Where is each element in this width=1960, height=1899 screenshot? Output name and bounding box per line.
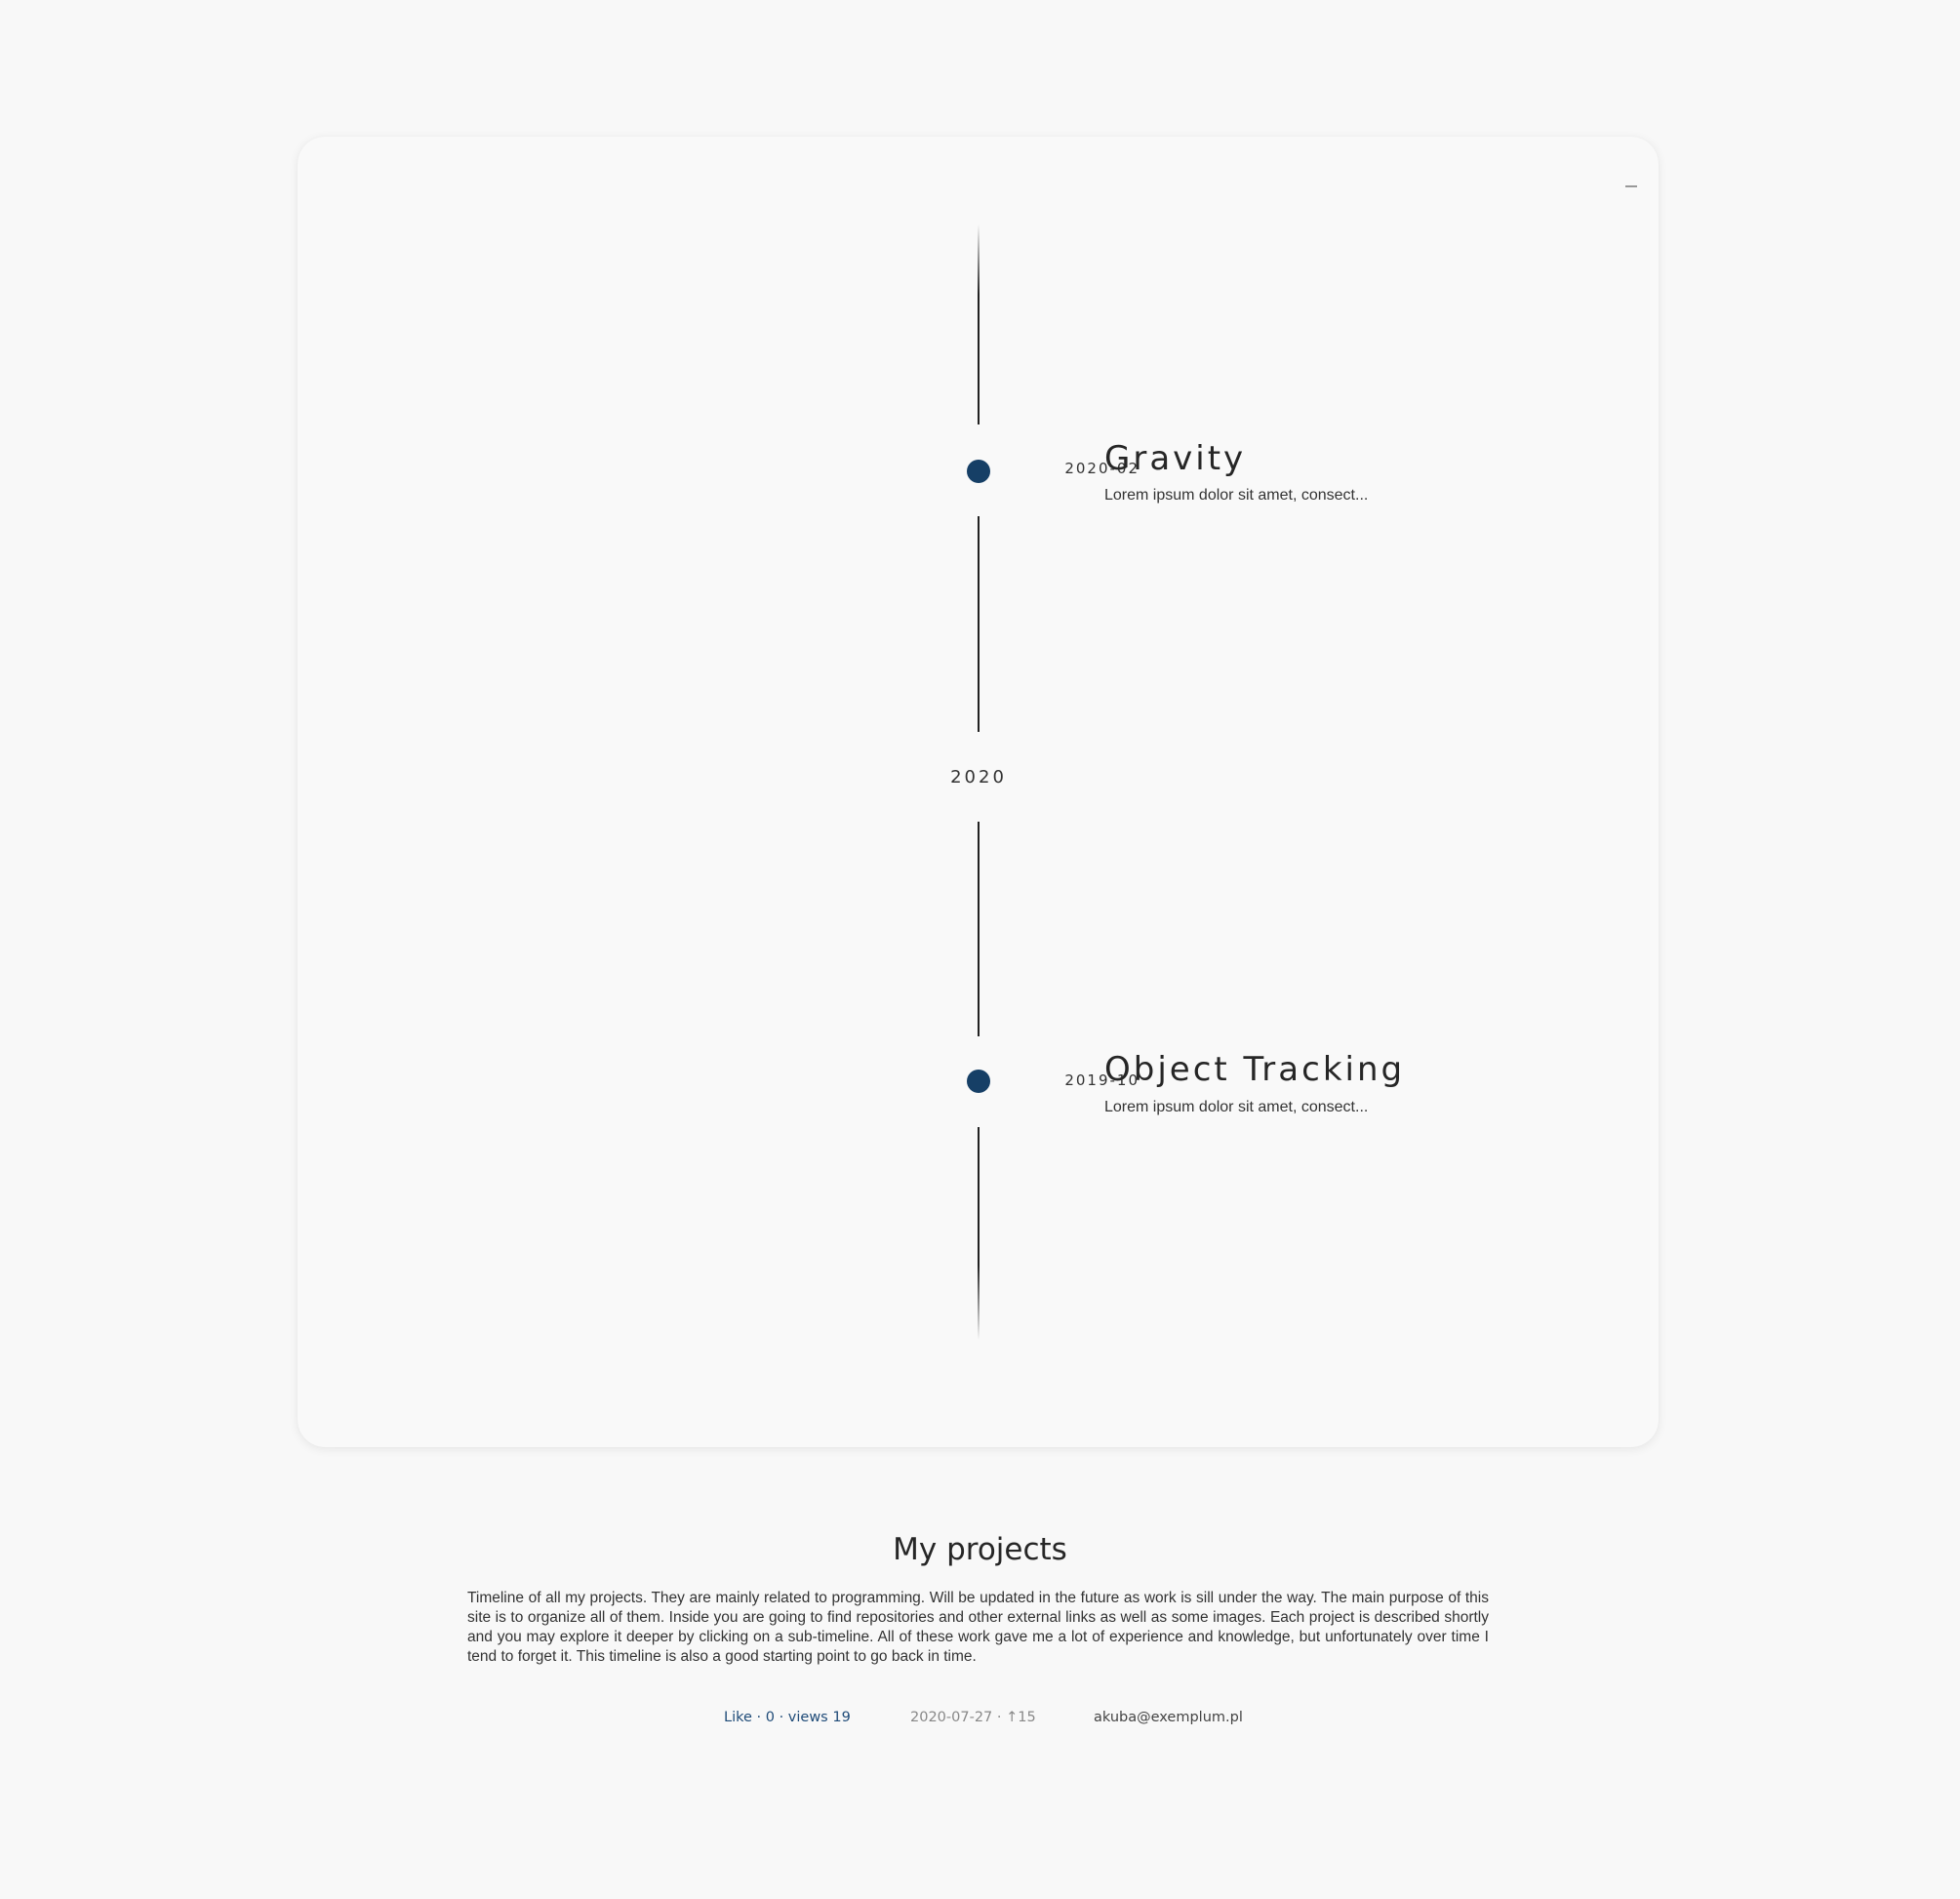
- timeline-dot[interactable]: [967, 1070, 990, 1093]
- timeline-line: [978, 516, 980, 732]
- timeline-line: [978, 822, 980, 1036]
- timeline-card: 2020-02 Gravity Lorem ipsum dolor sit am…: [298, 137, 1659, 1447]
- timeline-dot[interactable]: [967, 460, 990, 483]
- entry-title[interactable]: Gravity: [1104, 439, 1246, 478]
- entry-description: Lorem ipsum dolor sit amet, consect...: [1104, 1099, 1368, 1116]
- entry-description: Lorem ipsum dolor sit amet, consect...: [1104, 487, 1368, 505]
- year-marker: 2020: [881, 767, 1076, 788]
- date-meta: 2020-07-27 · ↑15: [910, 1710, 1036, 1725]
- timeline-line: [978, 1127, 980, 1340]
- page-description: Timeline of all my projects. They are ma…: [467, 1589, 1489, 1667]
- page-title: My projects: [0, 1532, 1960, 1567]
- entry-title[interactable]: Object Tracking: [1104, 1050, 1405, 1089]
- like-link[interactable]: Like · 0 · views 19: [724, 1710, 851, 1725]
- minimize-icon[interactable]: [1625, 185, 1637, 187]
- timeline-line: [978, 224, 980, 424]
- email-link[interactable]: akuba@exemplum.pl: [1094, 1710, 1243, 1725]
